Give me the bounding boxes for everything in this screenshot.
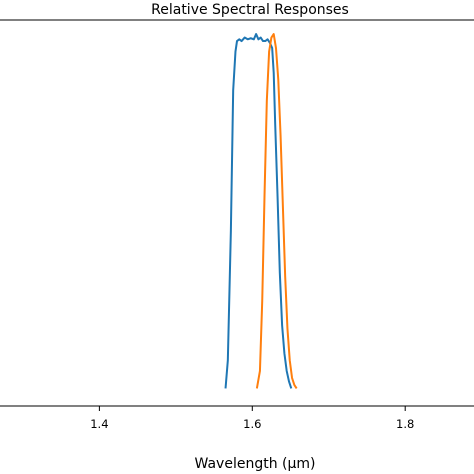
- x-axis-label: Wavelength (μm): [195, 456, 316, 472]
- x-tick-label: 1.4: [90, 417, 108, 431]
- series-layer: [224, 33, 298, 389]
- chart-title: Relative Spectral Responses: [151, 2, 349, 18]
- series-line-1: [224, 33, 293, 389]
- series-line-2: [255, 33, 298, 389]
- x-tick-label: 1.8: [396, 417, 414, 431]
- x-axis-ticks: 1.4 1.6 1.8: [90, 406, 414, 431]
- x-tick-label: 1.6: [243, 417, 261, 431]
